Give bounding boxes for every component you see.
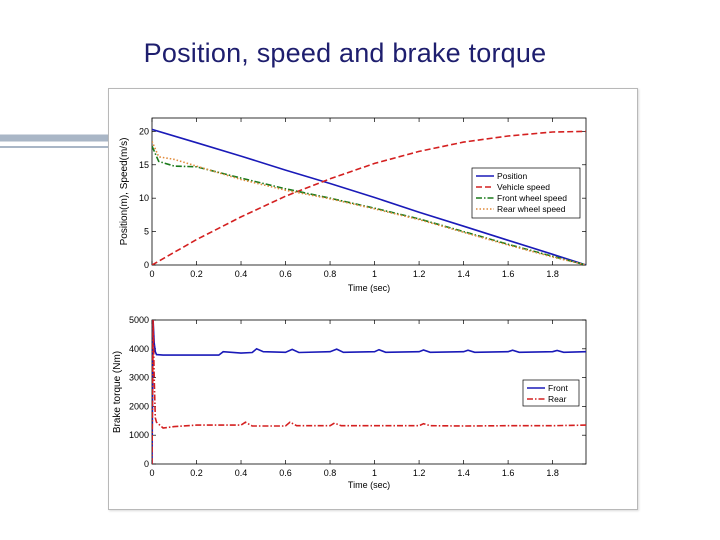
x-tick-label: 0.6 — [279, 468, 292, 478]
chart-2: 0 0.2 0.4 0.6 0.8 1 1.2 1.4 1.6 1.8 0 1000 2000 3000 4… — [112, 315, 587, 490]
series-line-front — [152, 320, 586, 464]
legend-label: Vehicle speed — [497, 182, 550, 192]
y-tick-label: 2000 — [129, 401, 149, 411]
series-line-position — [152, 128, 586, 265]
y-tick-label: 4000 — [129, 344, 149, 354]
x-tick-label: 0.6 — [279, 269, 292, 279]
legend-label: Rear wheel speed — [497, 204, 566, 214]
x-tick-label: 0 — [149, 468, 154, 478]
x-tick-label: 1.8 — [546, 269, 559, 279]
y-tick-label: 15 — [139, 160, 149, 170]
y-tick-label: 3000 — [129, 373, 149, 383]
series-line-rear-wheel-speed — [152, 141, 586, 265]
slide-title: Position, speed and brake torque — [143, 38, 547, 68]
y-axis-label: Position(m), Speed(m/s) — [119, 138, 130, 246]
y-axis-label: Brake torque (Nm) — [112, 351, 123, 433]
series-line-vehicle-speed — [152, 130, 586, 265]
y-tick-label: 20 — [139, 126, 149, 136]
x-tick-label: 0.8 — [324, 269, 337, 279]
x-tick-label: 0.4 — [235, 269, 248, 279]
chart-1: 0 0.2 0.4 0.6 0.8 1 1.2 1.4 1.6 1.8 0 5 10 15 20 Time (… — [119, 117, 587, 293]
series-line-rear — [152, 320, 586, 464]
y-tick-label: 5 — [144, 227, 149, 237]
x-tick-label: 1.2 — [413, 269, 426, 279]
legend-box — [522, 379, 580, 407]
legend-label: Front wheel speed — [497, 193, 567, 203]
legend-label: Front — [548, 383, 568, 393]
y-tick-label: 10 — [139, 193, 149, 203]
legend-label: Position — [497, 171, 528, 181]
x-tick-label: 1.2 — [413, 468, 426, 478]
x-tick-label: 1.6 — [502, 269, 515, 279]
x-axis-label: Time (sec) — [348, 480, 390, 490]
x-tick-label: 1.6 — [502, 468, 515, 478]
x-tick-label: 0.2 — [190, 269, 203, 279]
x-tick-label: 0.4 — [235, 468, 248, 478]
x-tick-label: 1 — [372, 468, 377, 478]
x-tick-label: 1.4 — [457, 269, 470, 279]
y-tick-label: 1000 — [129, 430, 149, 440]
x-tick-label: 1.4 — [457, 468, 470, 478]
x-tick-label: 0.8 — [324, 468, 337, 478]
y-tick-label: 5000 — [129, 315, 149, 325]
y-tick-label: 0 — [144, 260, 149, 270]
y-tick-label: 0 — [144, 459, 149, 469]
plot-area — [151, 319, 587, 465]
legend-label: Rear — [548, 394, 567, 404]
x-tick-label: 1.8 — [546, 468, 559, 478]
x-axis-label: Time (sec) — [348, 283, 390, 293]
x-tick-label: 0.2 — [190, 468, 203, 478]
x-tick-label: 0 — [149, 269, 154, 279]
x-tick-label: 1 — [372, 269, 377, 279]
